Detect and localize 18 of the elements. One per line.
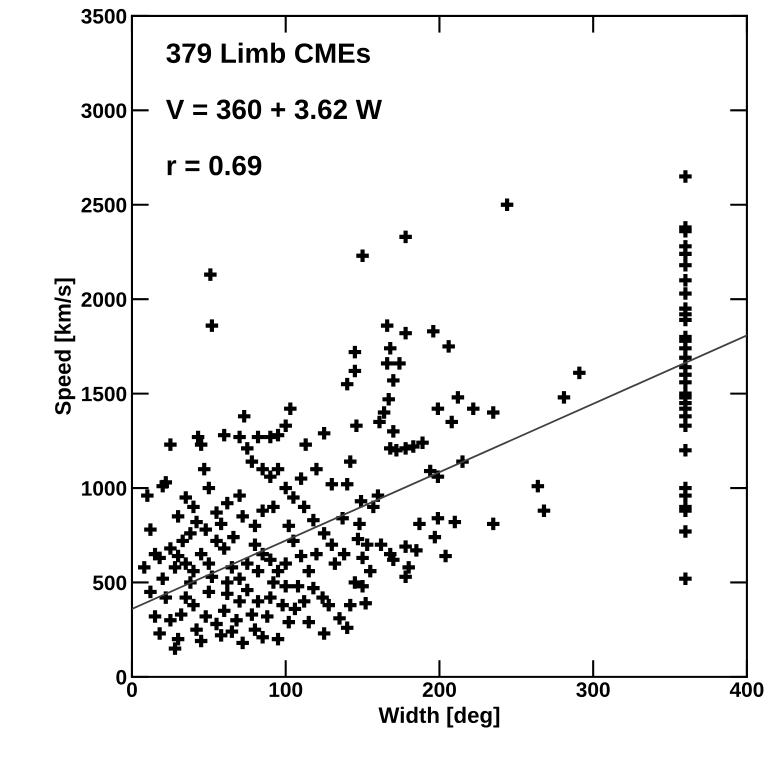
y-tick-label: 0	[116, 670, 126, 685]
x-tick-label: 200	[422, 682, 456, 698]
x-tick-label: 400	[730, 682, 764, 698]
x-tick-label: 300	[576, 682, 610, 698]
x-tick-label: 100	[270, 682, 302, 698]
y-axis-title: Speed [km/s]	[54, 278, 76, 415]
annotation: V = 360 + 3.62 W	[166, 100, 382, 120]
x-tick-label: 0	[127, 682, 137, 698]
y-tick-label: 1500	[82, 386, 126, 402]
y-tick-label: 2500	[81, 198, 126, 213]
y-tick-label: 500	[92, 575, 126, 590]
y-tick-label: 2000	[81, 292, 126, 307]
x-axis-title: Width [deg]	[378, 706, 500, 728]
y-tick-label: 1000	[82, 481, 126, 496]
y-tick-label: 3500	[81, 8, 126, 24]
annotation: 379 Limb CMEs	[166, 42, 370, 64]
annotation: r = 0.69	[168, 156, 262, 176]
y-tick-label: 3000	[81, 103, 126, 118]
